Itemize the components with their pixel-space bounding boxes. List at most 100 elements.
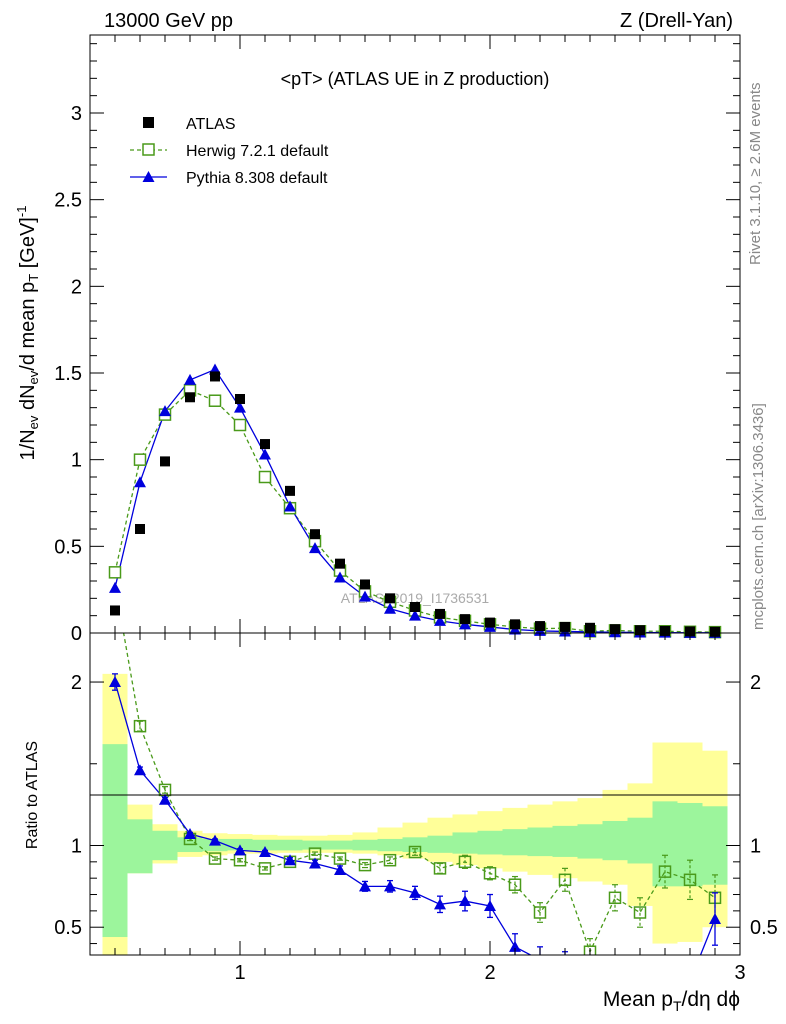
herwig-ratio-point <box>508 878 522 891</box>
pythia-ratio-point <box>184 828 196 840</box>
pythia-point <box>384 602 396 614</box>
atlas-point <box>460 614 470 625</box>
pythia-ratio-point <box>459 895 471 907</box>
main-title: <pT> (ATLAS UE in Z production) <box>281 69 550 89</box>
atlas-point <box>135 524 145 534</box>
ratio-xtick-label: 2 <box>484 962 495 984</box>
herwig-ratio-point <box>683 873 697 887</box>
atlas-point <box>660 625 670 636</box>
legend-label-atlas: ATLAS <box>186 116 236 133</box>
herwig-point <box>208 394 222 407</box>
herwig-ratio-line <box>122 633 716 954</box>
main-panel: 0 0.5 1 1.5 2 2.5 3 ATLAS_2019_I1736531 <pT> (… <box>14 34 741 645</box>
herwig-ratio-point <box>558 873 572 887</box>
band-inner <box>577 824 603 859</box>
pythia-ratio-point <box>384 880 396 892</box>
herwig-point <box>258 470 272 484</box>
herwig-point <box>233 418 247 432</box>
pythia-ratio-point <box>409 886 421 898</box>
herwig-ratio-point <box>533 906 547 919</box>
ratio-ytick-label-right: 1 <box>750 835 761 857</box>
pythia-ratio-point <box>284 854 296 866</box>
herwig-ratio-point <box>408 845 422 859</box>
main-ytick-label: 1.5 <box>54 363 82 385</box>
main-ylabel: 1/Nev dNev/d mean pT [GeV]-1 <box>14 206 41 461</box>
legend-marker-atlas <box>143 117 154 128</box>
pythia-ratio-point <box>434 898 446 910</box>
band-inner <box>652 801 678 887</box>
ratio-axes-ticks: 0.5 0.5 1 1 2 2 1 2 3 <box>54 633 778 984</box>
main-ytick-label: 2 <box>71 276 82 298</box>
main-ytick-label: 0.5 <box>54 536 82 558</box>
main-ytick-label: 2.5 <box>54 190 82 212</box>
herwig-point <box>133 453 147 466</box>
pythia-point <box>259 448 271 460</box>
atlas-point <box>210 371 220 382</box>
atlas-point <box>335 558 345 569</box>
main-ytick-label: 3 <box>71 103 82 125</box>
pythia-ratio-point <box>709 913 721 925</box>
band-inner <box>277 839 303 851</box>
pythia-point <box>134 476 146 488</box>
pythia-point <box>109 581 121 593</box>
atlas-point <box>410 602 420 612</box>
band-inner <box>627 817 653 864</box>
main-ytick-label: 0 <box>71 623 82 645</box>
atlas-point <box>485 617 495 628</box>
herwig-ratio-point <box>358 858 372 872</box>
atlas-point <box>585 622 595 633</box>
main-series <box>108 363 722 639</box>
atlas-point <box>160 456 170 467</box>
pythia-ratio-point <box>159 793 171 805</box>
atlas-point <box>710 626 720 637</box>
atlas-point <box>285 485 295 496</box>
pythia-ratio-point <box>484 899 496 911</box>
pythia-ratio-point <box>559 960 571 971</box>
band-inner <box>352 839 378 851</box>
herwig-ratio-point <box>208 852 222 865</box>
pythia-ratio-point <box>259 846 271 858</box>
rivet-label: Rivet 3.1.10, ≥ 2.6M events <box>747 83 764 266</box>
ratio-xtick-label: 1 <box>234 962 245 984</box>
pythia-ratio-point <box>509 940 521 952</box>
atlas-point <box>560 621 570 632</box>
pythia-ratio-point <box>209 834 221 846</box>
ratio-ytick-label-right: 0.5 <box>750 917 778 939</box>
pythia-point <box>284 500 296 512</box>
herwig-ratio-point <box>433 862 447 875</box>
legend-label-pythia: Pythia 8.308 default <box>186 170 328 187</box>
band-inner <box>102 744 128 938</box>
herwig-ratio-point <box>133 719 147 733</box>
ratio-ytick-label: 1 <box>71 835 82 857</box>
header-right: Z (Drell-Yan) <box>620 10 733 32</box>
pythia-ratio-point <box>359 880 371 892</box>
pythia-point <box>309 542 321 554</box>
atlas-point <box>535 621 545 632</box>
pythia-ratio-point <box>609 975 621 986</box>
herwig-point <box>108 566 122 579</box>
ratio-xtick-label: 3 <box>734 962 745 984</box>
legend-label-herwig: Herwig 7.2.1 default <box>186 143 329 160</box>
pythia-point <box>159 405 171 417</box>
ratio-panel: 0.5 0.5 1 1 2 2 1 2 3 Ratio to ATLAS Mean pT/dη … <box>24 632 778 1014</box>
legend: ATLAS Herwig 7.2.1 default Pythia 8.308 … <box>130 116 329 187</box>
atlas-point <box>260 439 270 450</box>
atlas-point <box>385 593 395 604</box>
ratio-ylabel: Ratio to ATLAS <box>24 741 41 849</box>
ratio-xlabel: Mean pT/dη dϕ <box>603 988 740 1014</box>
pythia-point <box>359 590 371 602</box>
band-inner <box>452 832 478 854</box>
pythia-ratio-point <box>109 676 121 688</box>
band-inner <box>552 825 578 857</box>
header-left: 13000 GeV pp <box>104 10 233 32</box>
pythia-point <box>184 373 196 385</box>
herwig-ratio-point <box>383 853 397 867</box>
band-inner <box>327 840 353 850</box>
herwig-ratio-point <box>583 945 597 955</box>
herwig-ratio-point <box>608 891 622 905</box>
herwig-ratio-point <box>658 865 672 878</box>
band-inner <box>377 838 403 852</box>
mcplots-label: mcplots.cern.ch [arXiv:1306.3436] <box>750 403 767 630</box>
atlas-point <box>435 608 445 619</box>
